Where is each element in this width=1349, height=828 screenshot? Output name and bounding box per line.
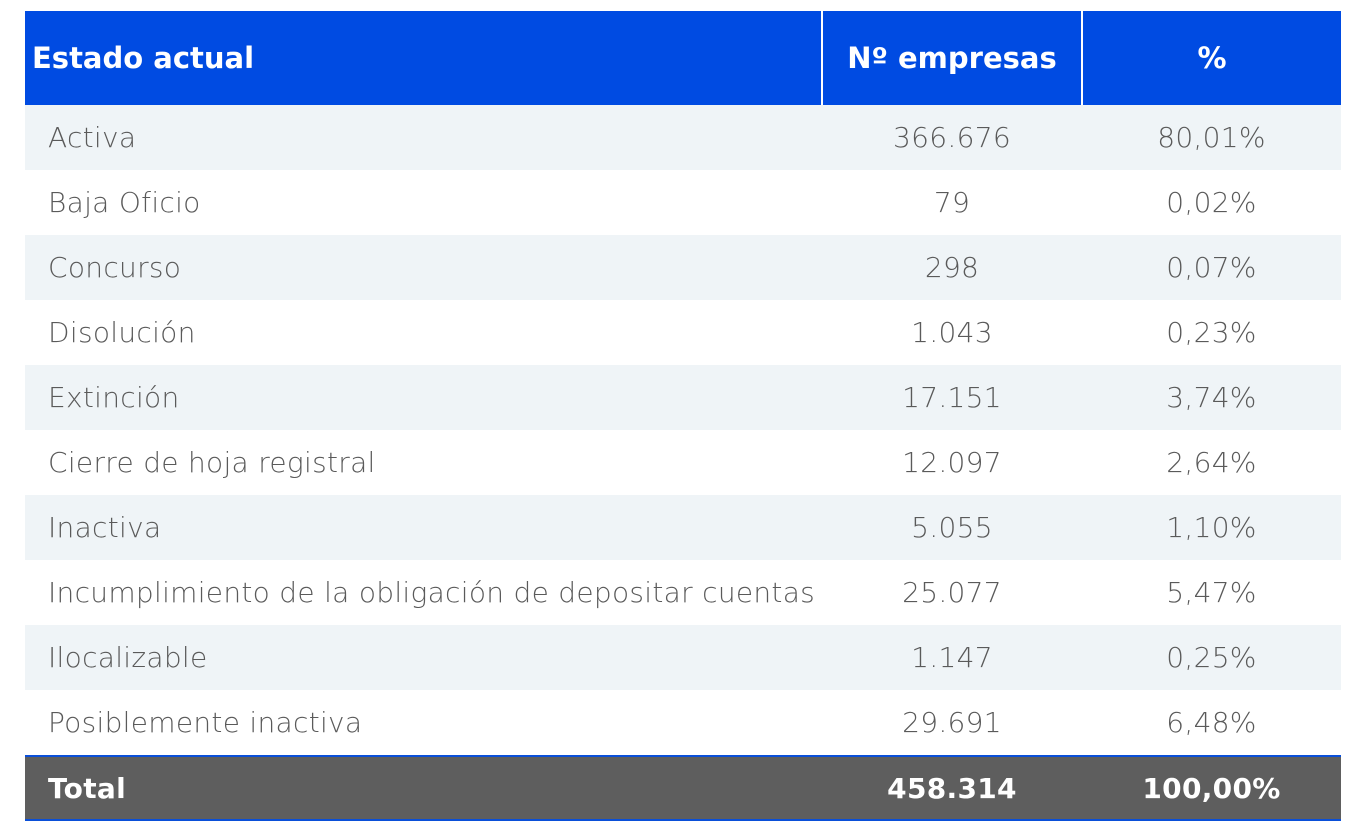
cell-pct: 0,23% [1166,316,1257,349]
table-row: Posiblemente inactiva 29.691 6,48% [25,690,1341,756]
table-row: Cierre de hoja registral 12.097 2,64% [25,430,1341,495]
cell-estado: Incumplimiento de la obligación de depos… [48,576,816,609]
cell-empresas: 79 [933,186,971,219]
header-estado: Estado actual [25,11,822,105]
cell-estado: Posiblemente inactiva [48,706,363,739]
companies-status-table: Estado actual Nº empresas % Activa 366.67… [25,11,1341,821]
cell-empresas: 1.147 [822,625,1082,690]
cell-estado: Cierre de hoja registral [48,446,376,479]
cell-pct: 3,74% [1082,365,1341,430]
table-row: Inactiva 5.055 1,10% [25,495,1341,560]
cell-pct: 80,01% [1082,105,1341,170]
cell-pct: 0,02% [1166,186,1257,219]
cell-pct: 6,48% [1166,706,1257,739]
cell-estado: Activa [25,105,822,170]
table-row: Activa 366.676 80,01% [25,105,1341,170]
table-row: Concurso 298 0,07% [25,235,1341,300]
cell-estado: Inactiva [25,495,822,560]
table-row: Baja Oficio 79 0,02% [25,170,1341,235]
cell-pct: 2,64% [1166,446,1257,479]
cell-pct: 0,07% [1082,235,1341,300]
cell-empresas: 5.055 [822,495,1082,560]
header-empresas: Nº empresas [821,11,1083,105]
cell-empresas: 17.151 [822,365,1082,430]
total-label: Total [25,755,822,821]
cell-empresas: 1.043 [911,316,993,349]
cell-estado: Ilocalizable [25,625,822,690]
cell-estado: Concurso [25,235,822,300]
cell-empresas: 29.691 [902,706,1002,739]
cell-empresas: 12.097 [902,446,1002,479]
table-row: Ilocalizable 1.147 0,25% [25,625,1341,690]
header-row: Estado actual Nº empresas % [25,11,1341,105]
total-row: Total 458.314 100,00% [25,755,1341,821]
table-row: Incumplimiento de la obligación de depos… [25,560,1341,625]
cell-pct: 5,47% [1166,576,1257,609]
header-pct: % [1082,11,1341,105]
cell-estado: Disolución [48,316,196,349]
cell-pct: 1,10% [1082,495,1341,560]
cell-empresas: 366.676 [822,105,1082,170]
cell-pct: 0,25% [1082,625,1341,690]
cell-estado: Baja Oficio [48,186,201,219]
table-row: Extinción 17.151 3,74% [25,365,1341,430]
table-row: Disolución 1.043 0,23% [25,300,1341,365]
total-empresas: 458.314 [822,755,1082,821]
cell-empresas: 298 [822,235,1082,300]
cell-empresas: 25.077 [902,576,1002,609]
cell-estado: Extinción [25,365,822,430]
total-pct: 100,00% [1082,755,1341,821]
